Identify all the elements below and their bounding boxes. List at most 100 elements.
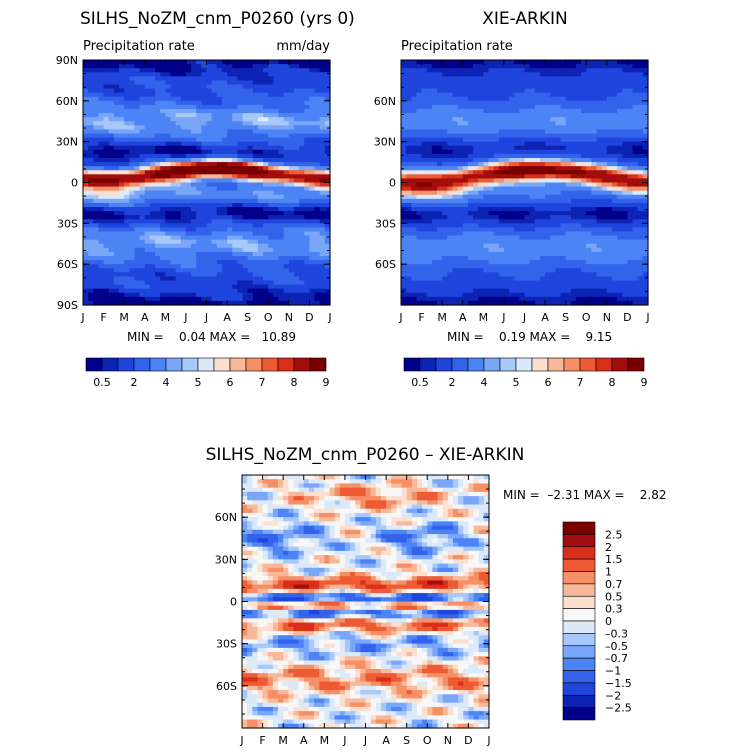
model-cell [119,235,125,241]
model-cell [314,76,321,82]
model-cell [170,64,177,69]
model-cell [108,137,115,143]
model-cell [252,207,259,212]
model-cell [283,272,290,278]
obs-cell [442,64,448,69]
model-cell [247,186,254,192]
model-cell [149,284,156,290]
model-cell [216,223,223,229]
model-cell [144,158,151,163]
obs-cell [545,133,551,139]
obs-cell [411,137,418,143]
obs-cell [416,194,423,200]
obs-cell [401,109,407,114]
model-cell [155,100,161,106]
model-cell [160,121,166,126]
obs-cell [550,84,556,90]
model-cell [103,174,110,180]
model-cell [273,219,280,224]
model-cell [165,133,172,139]
model-cell [232,88,238,94]
model-cell [160,117,166,122]
obs-cell [447,207,454,212]
model-cell [211,113,218,118]
obs-cell [452,60,459,65]
model-cell [293,100,300,106]
model-cell [108,198,115,204]
obs-cell [493,100,500,106]
model-cell [232,113,238,118]
model-cell [221,186,228,192]
model-cell [273,202,280,208]
model-cell [242,158,249,163]
obs-cell [637,166,644,171]
obs-cell [437,194,443,200]
obs-cell [411,182,418,188]
obs-cell [529,80,536,86]
obs-cell [478,72,484,77]
model-cell [242,129,249,135]
model-cell [221,76,228,82]
model-cell [263,288,269,294]
obs-cell [509,96,515,102]
model-cell [160,64,166,69]
model-cell [119,202,125,208]
obs-cell [519,174,526,180]
model-cell [227,88,233,94]
model-cell [263,129,269,135]
model-cell [196,117,202,122]
obs-cell [503,158,510,163]
obs-cell [581,133,587,139]
model-cell [165,84,172,90]
obs-cell [637,182,644,188]
obs-cell [617,194,623,200]
obs-cell [539,219,546,224]
obs-cell [524,121,531,126]
model-cell [216,235,223,241]
obs-cell [642,64,649,69]
model-cell [149,133,156,139]
obs-cell [642,219,649,224]
obs-cell [488,60,495,65]
obs-cell [401,80,407,86]
model-cell [196,113,202,118]
model-cell [108,80,115,86]
obs-cell [617,202,623,208]
model-cell [288,300,295,306]
model-cell [93,109,100,114]
model-cell [314,215,321,220]
model-cell [263,113,269,118]
obs-cell [421,158,428,163]
obs-cell [488,162,495,167]
model-cell [304,64,311,69]
obs-cell [483,104,490,110]
model-cell [216,219,223,224]
model-cell [242,198,249,204]
model-cell [98,174,105,180]
obs-cell [462,109,469,114]
model-cell [103,280,110,286]
obs-cell [545,166,551,171]
model-cell [263,251,269,257]
model-cell [149,280,156,286]
model-cell [139,219,146,224]
model-cell [324,296,331,302]
model-cell [221,219,228,224]
model-cell [129,109,136,114]
model-cell [278,68,285,73]
model-cell [263,96,269,102]
model-cell [216,280,223,286]
model-cell [108,272,115,278]
model-cell [237,153,244,159]
obs-cell [488,153,495,159]
obs-cell [452,198,459,204]
model-cell [93,264,100,269]
obs-cell [488,182,495,188]
obs-cell [447,72,454,77]
obs-cell [529,64,536,69]
model-cell [242,272,249,278]
model-cell [273,84,280,90]
model-cell [129,215,136,220]
model-cell [93,211,100,216]
model-cell [314,198,321,204]
